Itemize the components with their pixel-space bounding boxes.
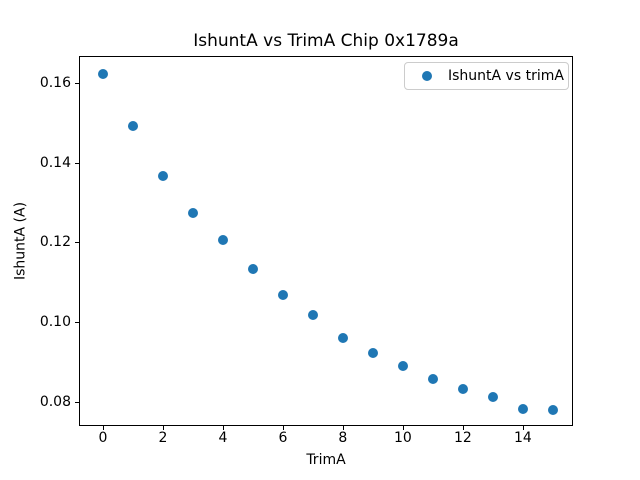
x-tick-label: 8 xyxy=(338,430,348,446)
legend-marker-dot xyxy=(422,71,432,81)
y-tick-mark xyxy=(75,83,79,85)
scatter-point xyxy=(367,347,378,358)
y-tick-label: 0.16 xyxy=(39,75,71,92)
scatter-point xyxy=(308,310,318,321)
x-tick-label: 6 xyxy=(278,430,288,446)
x-axis-label: TrimA xyxy=(306,452,346,468)
scatter-point xyxy=(158,170,168,181)
x-tick-mark xyxy=(462,426,464,430)
y-tick-label: 0.08 xyxy=(39,393,71,410)
y-tick-mark xyxy=(75,162,79,164)
scatter-point xyxy=(248,264,258,275)
y-tick-label: 0.14 xyxy=(39,154,71,171)
y-tick-label: 0.10 xyxy=(39,314,71,330)
y-tick-mark xyxy=(75,322,79,323)
scatter-point xyxy=(427,374,438,384)
scatter-point xyxy=(517,403,528,414)
scatter-point xyxy=(218,235,228,245)
scatter-point xyxy=(547,405,558,416)
scatter-point xyxy=(487,391,498,402)
y-tick-label: 0.12 xyxy=(39,234,71,251)
scatter-point xyxy=(397,361,408,372)
scatter-point xyxy=(128,120,138,131)
chart-title: IshuntA vs TrimA Chip 0x1789a xyxy=(193,31,459,51)
y-tick-mark xyxy=(75,401,79,403)
x-tick-label: 0 xyxy=(98,430,108,446)
x-tick-mark xyxy=(522,426,524,430)
scatter-point xyxy=(337,332,348,343)
scatter-point xyxy=(98,69,108,80)
y-tick-mark xyxy=(75,242,79,244)
x-tick-label: 2 xyxy=(158,430,168,446)
scatter-point xyxy=(278,290,288,301)
x-tick-mark xyxy=(283,426,284,430)
legend-label: IshuntA vs trimA xyxy=(448,67,564,84)
x-tick-label: 14 xyxy=(513,430,532,446)
scatter-point xyxy=(188,207,198,218)
x-tick-label: 12 xyxy=(453,430,472,446)
legend: IshuntA vs trimA xyxy=(404,62,569,90)
x-tick-mark xyxy=(402,426,404,430)
scatter-point xyxy=(457,384,468,395)
x-tick-mark xyxy=(342,426,344,430)
x-tick-mark xyxy=(103,426,104,430)
x-tick-label: 4 xyxy=(218,430,228,446)
x-tick-mark xyxy=(223,426,224,430)
plot-area xyxy=(79,56,573,426)
x-tick-mark xyxy=(163,426,164,430)
x-tick-label: 10 xyxy=(393,430,412,446)
